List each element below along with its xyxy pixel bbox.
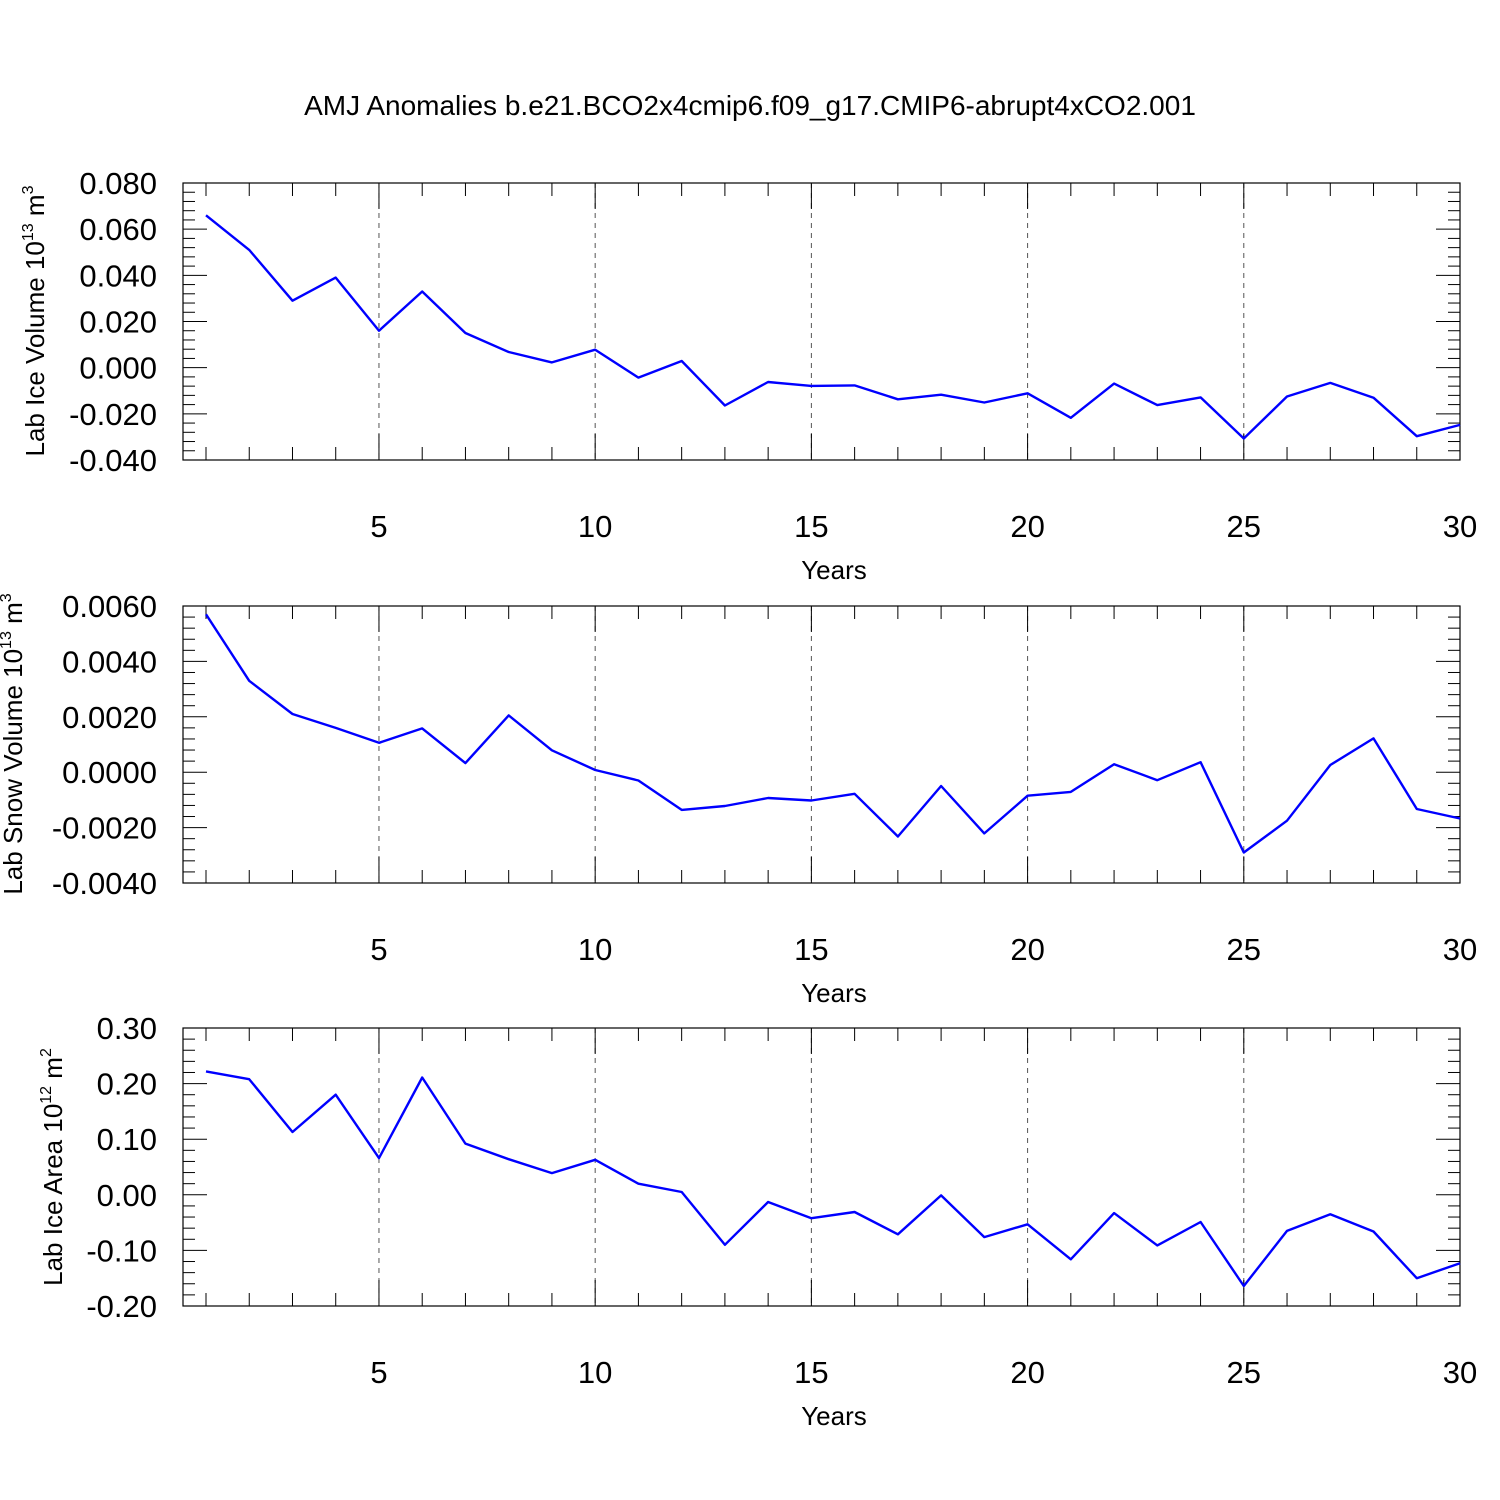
y-tick-label: 0.020 [79, 305, 157, 340]
x-tick-label: 5 [370, 932, 387, 967]
y-tick-label: 0.000 [79, 351, 157, 386]
y-tick-label: 0.0000 [62, 755, 157, 790]
y-tick-label: 0.060 [79, 212, 157, 247]
x-tick-label: 15 [794, 1355, 828, 1390]
series-line [205, 1070, 1461, 1288]
y-tick-label: -0.0020 [52, 811, 157, 846]
x-tick-label: 25 [1227, 1355, 1261, 1390]
x-tick-label: 25 [1227, 932, 1261, 967]
x-tick-label: 30 [1443, 932, 1477, 967]
x-tick-label: 5 [370, 1355, 387, 1390]
y-tick-label: -0.0040 [52, 866, 157, 901]
x-tick-label: 15 [794, 932, 828, 967]
series-line [204, 613, 1461, 854]
y-tick-label: 0.10 [97, 1122, 157, 1157]
chart-panel-3: -0.20 -0.10 0.00 0.10 0.20 0.30 5 10 15 20 25 30 Yea… [38, 1011, 1477, 1431]
series-line [205, 214, 1461, 440]
y-tick-label: 0.0020 [62, 700, 157, 735]
x-axis-label: Years [801, 978, 867, 1008]
chart-panel-2: -0.0040 -0.0020 0.0000 0.0020 0.0040 0.0060 5 1… [0, 589, 1477, 1008]
y-tick-label: -0.040 [69, 443, 157, 478]
x-tick-label: 5 [370, 509, 387, 544]
x-tick-label: 10 [578, 932, 612, 967]
x-tick-label: 10 [578, 509, 612, 544]
x-tick-label: 10 [578, 1355, 612, 1390]
x-axis-label: Years [801, 1401, 867, 1431]
y-tick-label: 0.20 [97, 1067, 157, 1102]
plot-frame [182, 182, 1461, 461]
y-tick-label: -0.020 [69, 397, 157, 432]
y-tick-label: -0.20 [86, 1289, 157, 1324]
y-tick-label: 0.0040 [62, 644, 157, 679]
y-axis-label: Lab Ice Area 1012 m2 [38, 1048, 68, 1286]
x-tick-label: 15 [794, 509, 828, 544]
figure-title: AMJ Anomalies b.e21.BCO2x4cmip6.f09_g17.… [304, 90, 1196, 121]
x-tick-label: 30 [1443, 509, 1477, 544]
x-tick-label: 25 [1227, 509, 1261, 544]
chart-panel-1: -0.040 -0.020 0.000 0.020 0.040 0.060 0.080 5 10… [20, 166, 1477, 585]
y-tick-label: 0.00 [97, 1178, 157, 1213]
y-tick-label: 0.0060 [62, 589, 157, 624]
y-axis-label: Lab Ice Volume 1013 m3 [20, 185, 50, 456]
x-tick-label: 20 [1010, 509, 1044, 544]
x-tick-label: 20 [1010, 932, 1044, 967]
plot-frame [182, 1027, 1461, 1307]
x-tick-label: 20 [1010, 1355, 1044, 1390]
y-axis-label: Lab Snow Volume 1013 m3 [0, 593, 28, 894]
x-axis-label: Years [801, 555, 867, 585]
y-tick-label: 0.080 [79, 166, 157, 201]
y-tick-label: 0.040 [79, 258, 157, 293]
y-tick-label: -0.10 [86, 1233, 157, 1268]
y-tick-label: 0.30 [97, 1011, 157, 1046]
x-tick-label: 30 [1443, 1355, 1477, 1390]
plot-frame [182, 605, 1461, 884]
